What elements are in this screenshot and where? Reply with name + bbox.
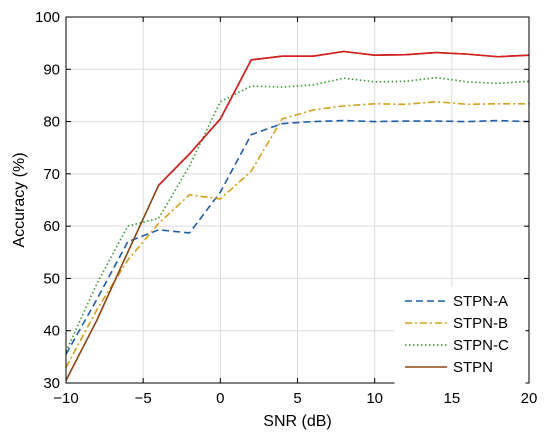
y-tick-label: 90: [43, 61, 60, 78]
x-tick-label: 5: [293, 390, 301, 407]
x-tick-label: 20: [521, 390, 538, 407]
y-tick-label: 40: [43, 323, 60, 340]
x-tick-label: 10: [366, 390, 383, 407]
y-tick-label: 60: [43, 218, 60, 235]
x-tick-label: −5: [135, 390, 152, 407]
x-axis-label: SNR (dB): [263, 413, 331, 430]
legend: STPN-A STPN-B STPN-C STPN: [394, 286, 526, 384]
y-tick-label: 30: [43, 375, 60, 392]
y-tick-label: 70: [43, 166, 60, 183]
series-line-stpn-b: [65, 100, 529, 368]
legend-label-stpn-c: STPN-C: [453, 337, 509, 354]
x-tick-label: 0: [216, 390, 224, 407]
y-tick-label: 100: [35, 9, 60, 26]
axis-ticks: −10 −5 0 5 10 15 20 30 40 50 60 70 80 90 100: [35, 9, 537, 407]
series-line-stpn-a: [65, 119, 530, 355]
x-tick-label: 15: [443, 390, 460, 407]
series-lines: [65, 50, 530, 381]
series-line-unlabeled-4: [158, 50, 530, 186]
y-tick-label: 80: [43, 114, 60, 131]
legend-label-stpn-a: STPN-A: [453, 293, 508, 310]
legend-label-stpn-b: STPN-B: [453, 315, 508, 332]
series-line-stpn-c: [65, 76, 530, 352]
y-tick-label: 50: [43, 270, 60, 287]
y-axis-label: Accuracy (%): [11, 152, 28, 247]
legend-label-stpn: STPN: [453, 359, 493, 376]
x-tick-label: −10: [53, 390, 78, 407]
